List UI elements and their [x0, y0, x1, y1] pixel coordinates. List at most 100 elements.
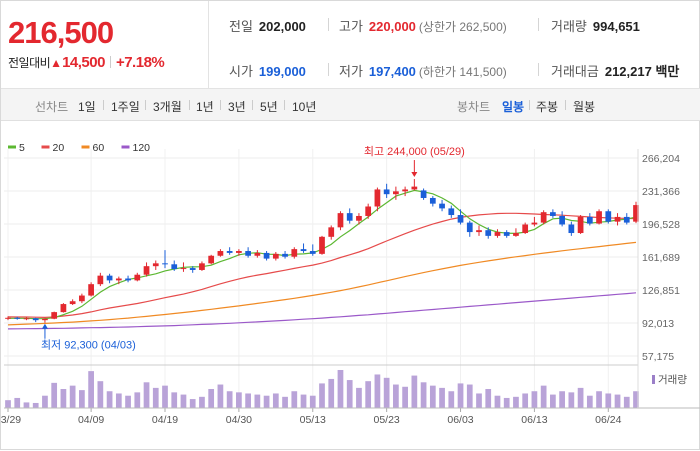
period-button-1y[interactable]: 1년 — [196, 100, 214, 114]
volume-bar — [559, 391, 565, 408]
candlestick-chart: 266,204 231,366 196,528 161,689 126,851 92,01… — [1, 142, 700, 426]
volume-bar — [337, 370, 344, 408]
change-percent: +7.18% — [115, 54, 165, 71]
y-tick-label: 196,528 — [642, 219, 680, 231]
candle-body — [633, 205, 639, 222]
candle-body — [614, 216, 621, 222]
stat-label: 거래대금 — [551, 64, 599, 79]
candle-button-monthly[interactable]: 월봉 — [573, 100, 596, 114]
volume-bar — [217, 384, 224, 408]
volume-bar — [439, 387, 445, 408]
candle-button-weekly[interactable]: 주봉 — [536, 100, 559, 114]
volume-bar — [263, 395, 270, 408]
volume-bar — [485, 389, 492, 408]
chart-legend: 거래량 5 20 60 120 — [8, 142, 687, 386]
volume-bar — [494, 395, 501, 408]
x-tick-label: 06/24 — [595, 414, 621, 426]
y-tick-label: 92,013 — [642, 318, 674, 330]
moving-average-lines — [7, 189, 637, 330]
candle-body — [328, 227, 335, 237]
candle-body — [115, 278, 122, 281]
stat-label: 저가 — [339, 64, 363, 79]
volume-bar — [623, 396, 630, 408]
candle-body — [559, 215, 565, 225]
period-button-1w[interactable]: 1주일 — [111, 100, 140, 114]
volume-bar — [282, 396, 288, 408]
candle-body — [51, 312, 58, 319]
candle-body — [577, 216, 584, 234]
legend-label: 120 — [133, 142, 151, 154]
divider — [220, 100, 221, 110]
ma-line-60 — [7, 241, 637, 326]
volume-bar — [365, 381, 372, 408]
volume-bar — [577, 387, 584, 408]
volume-bar — [383, 377, 390, 408]
volume-bar — [429, 385, 436, 408]
high-annotation: 최고 244,000 (05/29) — [364, 145, 465, 158]
chart-annotations: 최고 244,000 (05/29) 최저 92,300 (04/03) — [41, 145, 465, 352]
volume-bar — [254, 394, 261, 408]
candle-body — [485, 230, 492, 236]
volume-bar — [143, 382, 150, 408]
period-selector-bar: 선차트 1일 1주일 3개월 1년 3년 5년 10년 봉차트 일봉 주봉 월봉 — [1, 89, 700, 121]
period-button-3y[interactable]: 3년 — [228, 100, 246, 114]
volume-bar — [14, 397, 21, 408]
candle-body — [605, 211, 612, 222]
upper-limit: (상한가 262,500) — [418, 20, 507, 34]
change-divider — [109, 56, 111, 68]
volume-bar — [522, 393, 529, 408]
y-tick-label: 126,851 — [642, 285, 680, 297]
volume-bar — [309, 395, 316, 408]
volume-bar — [97, 381, 104, 408]
change-value: 14,500 — [62, 54, 105, 71]
x-tick-label: 03/29 — [1, 414, 21, 426]
candle-body — [540, 212, 547, 223]
volume-bar — [51, 382, 58, 408]
candle-body — [568, 224, 575, 234]
volume-bar — [125, 395, 131, 408]
volume-bar — [540, 385, 547, 408]
volume-bar — [106, 391, 113, 408]
period-button-5y[interactable]: 5년 — [260, 100, 278, 114]
candle-body — [337, 213, 344, 228]
stat-value: 212,217 백만 — [604, 64, 680, 79]
candle-body — [476, 230, 482, 233]
period-button-1d[interactable]: 1일 — [78, 100, 96, 114]
candle-body — [623, 216, 630, 223]
volume-bar — [457, 383, 464, 408]
stat-label: 거래량 — [551, 19, 587, 34]
x-tick-label: 04/19 — [152, 414, 178, 426]
period-button-10y[interactable]: 10년 — [292, 100, 317, 114]
volume-bar — [411, 375, 418, 408]
candle-body — [365, 206, 372, 216]
stat-value: 197,400 — [368, 64, 416, 79]
legend-label: 20 — [53, 142, 65, 154]
candle-body — [402, 189, 408, 192]
volume-bar — [596, 391, 602, 408]
period-button-3m[interactable]: 3개월 — [153, 100, 182, 114]
divider — [145, 100, 146, 110]
stat-high: 고가 220,000 (상한가 262,500) — [339, 16, 507, 35]
volume-bar — [291, 391, 298, 408]
lower-limit: (하한가 141,500) — [418, 65, 507, 79]
divider — [284, 100, 285, 110]
stat-value: 220,000 — [368, 19, 416, 34]
candle-body — [466, 222, 473, 233]
candle-button-daily[interactable]: 일봉 — [502, 100, 525, 114]
stat-label: 시가 — [229, 64, 253, 79]
volume-bar — [513, 396, 519, 408]
candle-body — [346, 213, 353, 221]
stat-prev-close: 전일 202,000 — [229, 16, 306, 35]
volume-bar — [402, 386, 408, 408]
candle-body — [291, 249, 298, 257]
volume-bar — [586, 395, 593, 408]
candle-body — [134, 274, 141, 281]
volume-legend-swatch — [652, 375, 655, 384]
y-tick-label: 57,175 — [642, 351, 674, 363]
divider — [565, 100, 566, 110]
candle-body — [356, 215, 362, 221]
divider — [529, 100, 530, 110]
candle-body — [439, 203, 445, 209]
divider — [328, 63, 329, 76]
change-row: 전일대비▲14,500 +7.18% — [8, 54, 165, 71]
